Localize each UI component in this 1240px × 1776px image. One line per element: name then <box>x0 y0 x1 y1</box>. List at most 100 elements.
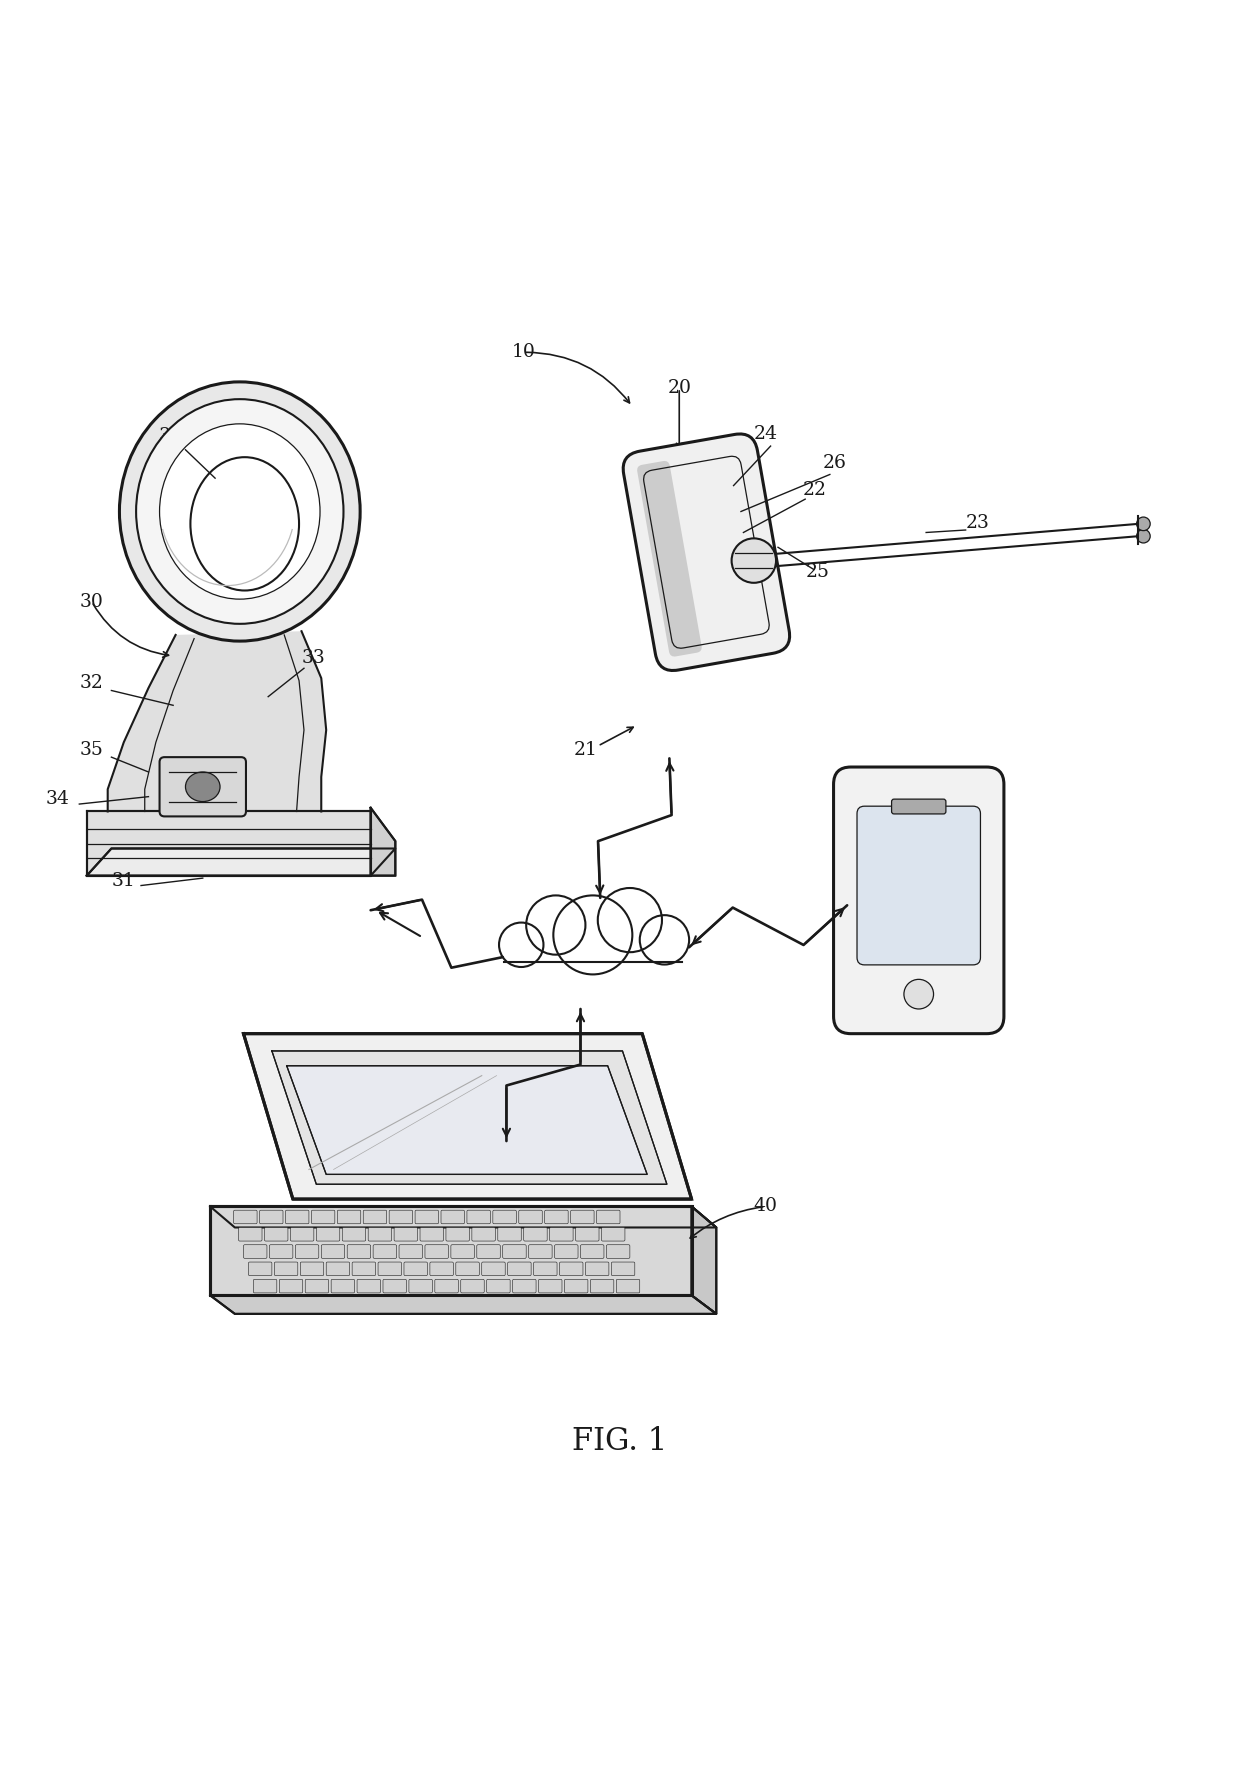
Polygon shape <box>87 849 396 876</box>
Polygon shape <box>87 812 371 876</box>
Circle shape <box>526 895 585 955</box>
FancyBboxPatch shape <box>637 462 702 657</box>
Text: 32: 32 <box>79 675 104 693</box>
FancyBboxPatch shape <box>373 1245 397 1259</box>
FancyBboxPatch shape <box>248 1263 272 1275</box>
FancyBboxPatch shape <box>528 1245 552 1259</box>
FancyBboxPatch shape <box>253 1279 277 1293</box>
Ellipse shape <box>136 400 343 623</box>
Polygon shape <box>243 1034 692 1199</box>
FancyBboxPatch shape <box>575 1227 599 1241</box>
Ellipse shape <box>191 456 299 590</box>
FancyBboxPatch shape <box>290 1227 314 1241</box>
Text: 21: 21 <box>573 741 598 758</box>
FancyBboxPatch shape <box>451 1245 475 1259</box>
FancyBboxPatch shape <box>316 1227 340 1241</box>
FancyBboxPatch shape <box>326 1263 350 1275</box>
Circle shape <box>640 915 689 964</box>
FancyBboxPatch shape <box>285 1209 309 1224</box>
FancyBboxPatch shape <box>570 1209 594 1224</box>
FancyBboxPatch shape <box>477 1245 500 1259</box>
Polygon shape <box>108 630 326 812</box>
Circle shape <box>553 895 632 975</box>
Text: 40: 40 <box>754 1197 777 1215</box>
FancyBboxPatch shape <box>425 1245 449 1259</box>
Circle shape <box>598 888 662 952</box>
FancyBboxPatch shape <box>580 1245 604 1259</box>
FancyBboxPatch shape <box>378 1263 402 1275</box>
Polygon shape <box>503 941 682 963</box>
FancyBboxPatch shape <box>533 1263 557 1275</box>
Text: FIG. 1: FIG. 1 <box>573 1426 667 1456</box>
FancyBboxPatch shape <box>305 1279 329 1293</box>
Polygon shape <box>371 808 396 876</box>
Text: 25: 25 <box>806 563 830 581</box>
Text: 34: 34 <box>45 790 69 808</box>
FancyBboxPatch shape <box>559 1263 583 1275</box>
FancyBboxPatch shape <box>497 1227 521 1241</box>
Polygon shape <box>210 1206 692 1295</box>
FancyBboxPatch shape <box>295 1245 319 1259</box>
FancyBboxPatch shape <box>892 799 946 813</box>
Text: 10: 10 <box>512 343 536 361</box>
FancyBboxPatch shape <box>399 1245 423 1259</box>
FancyBboxPatch shape <box>357 1279 381 1293</box>
FancyBboxPatch shape <box>486 1279 510 1293</box>
FancyBboxPatch shape <box>321 1245 345 1259</box>
FancyBboxPatch shape <box>590 1279 614 1293</box>
FancyBboxPatch shape <box>233 1209 257 1224</box>
Text: 35: 35 <box>79 741 104 758</box>
Circle shape <box>732 538 776 583</box>
FancyBboxPatch shape <box>409 1279 433 1293</box>
FancyBboxPatch shape <box>492 1209 516 1224</box>
FancyBboxPatch shape <box>420 1227 444 1241</box>
FancyBboxPatch shape <box>311 1209 335 1224</box>
FancyBboxPatch shape <box>383 1279 407 1293</box>
FancyBboxPatch shape <box>456 1263 480 1275</box>
FancyBboxPatch shape <box>616 1279 640 1293</box>
FancyBboxPatch shape <box>368 1227 392 1241</box>
FancyBboxPatch shape <box>274 1263 298 1275</box>
FancyBboxPatch shape <box>596 1209 620 1224</box>
FancyBboxPatch shape <box>585 1263 609 1275</box>
FancyBboxPatch shape <box>857 806 981 964</box>
FancyBboxPatch shape <box>482 1263 505 1275</box>
FancyBboxPatch shape <box>507 1263 531 1275</box>
FancyBboxPatch shape <box>523 1227 547 1241</box>
FancyBboxPatch shape <box>337 1209 361 1224</box>
FancyBboxPatch shape <box>259 1209 283 1224</box>
Text: 23: 23 <box>966 513 990 531</box>
FancyBboxPatch shape <box>415 1209 439 1224</box>
FancyBboxPatch shape <box>269 1245 293 1259</box>
FancyBboxPatch shape <box>363 1209 387 1224</box>
Circle shape <box>498 922 543 966</box>
FancyBboxPatch shape <box>611 1263 635 1275</box>
FancyBboxPatch shape <box>446 1227 470 1241</box>
FancyBboxPatch shape <box>518 1209 542 1224</box>
FancyBboxPatch shape <box>331 1279 355 1293</box>
FancyBboxPatch shape <box>394 1227 418 1241</box>
FancyBboxPatch shape <box>472 1227 495 1241</box>
Text: 45: 45 <box>864 790 889 808</box>
Ellipse shape <box>160 424 320 599</box>
FancyBboxPatch shape <box>502 1245 526 1259</box>
Polygon shape <box>692 1206 717 1314</box>
Circle shape <box>1137 529 1151 543</box>
Ellipse shape <box>186 773 219 801</box>
Polygon shape <box>272 1051 667 1185</box>
Polygon shape <box>210 1295 717 1314</box>
FancyBboxPatch shape <box>554 1245 578 1259</box>
FancyBboxPatch shape <box>441 1209 465 1224</box>
FancyBboxPatch shape <box>347 1245 371 1259</box>
Text: 33: 33 <box>303 650 326 668</box>
FancyBboxPatch shape <box>549 1227 573 1241</box>
Text: 31: 31 <box>112 872 135 890</box>
Text: 30: 30 <box>79 593 104 611</box>
FancyBboxPatch shape <box>461 1279 484 1293</box>
FancyBboxPatch shape <box>352 1263 376 1275</box>
FancyBboxPatch shape <box>160 757 246 817</box>
FancyBboxPatch shape <box>833 767 1004 1034</box>
FancyBboxPatch shape <box>512 1279 536 1293</box>
FancyBboxPatch shape <box>601 1227 625 1241</box>
Text: 36: 36 <box>159 428 182 446</box>
